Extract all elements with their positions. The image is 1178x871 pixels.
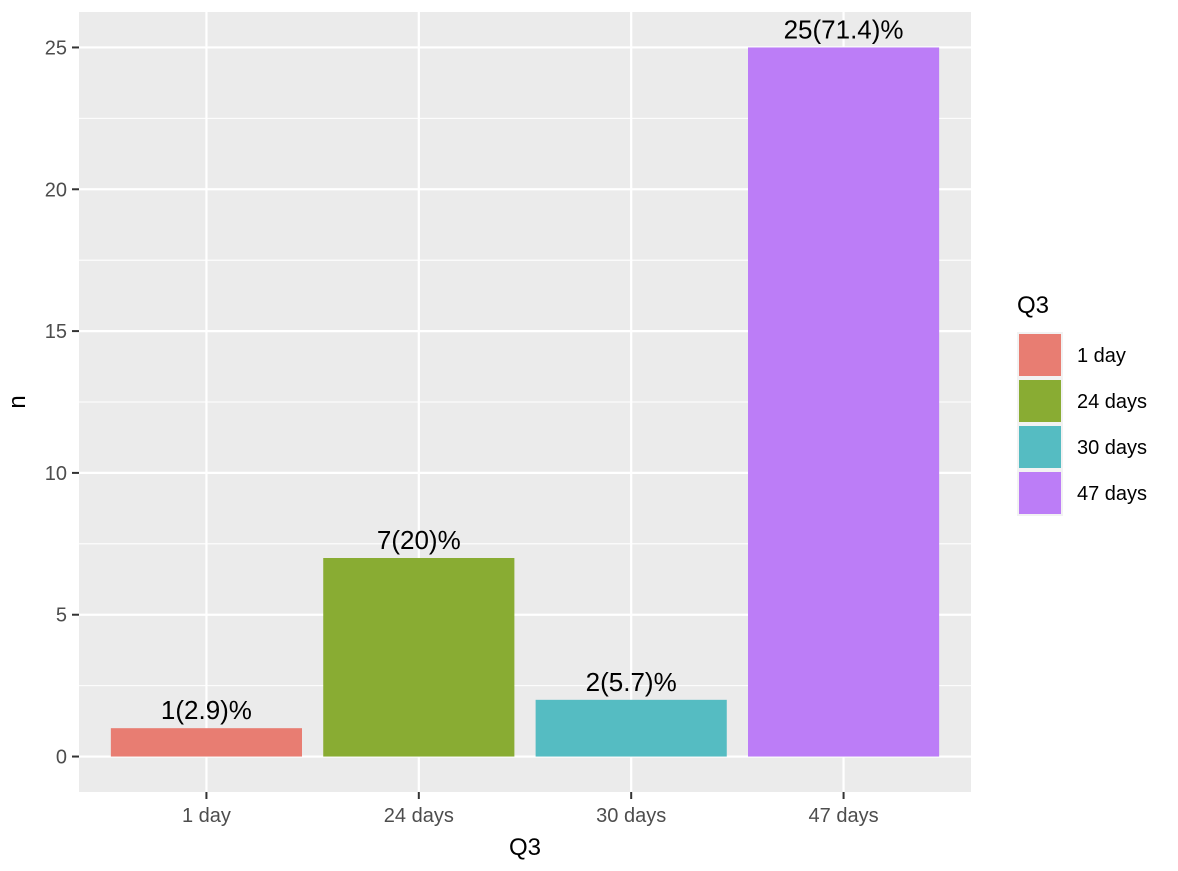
legend-label: 47 days xyxy=(1077,483,1147,505)
x-axis-title: Q3 xyxy=(509,834,541,861)
x-tick-label: 24 days xyxy=(384,805,454,827)
legend-label: 30 days xyxy=(1077,437,1147,459)
data-label: 7(20)% xyxy=(377,525,461,555)
y-axis-title: n xyxy=(4,395,31,408)
y-axis: 0 5 10 15 20 25 xyxy=(45,37,79,769)
data-label: 1(2.9)% xyxy=(161,695,252,725)
bar-24-days xyxy=(323,558,515,757)
legend-title: Q3 xyxy=(1017,292,1049,319)
bar-30-days xyxy=(535,699,727,757)
x-tick-label: 1 day xyxy=(182,805,231,827)
data-labels: 1(2.9)% 7(20)% 2(5.7)% 25(71.4)% xyxy=(161,14,904,725)
x-axis: 1 day 24 days 30 days 47 days xyxy=(182,792,879,827)
bars xyxy=(110,47,940,757)
bar-47-days xyxy=(748,47,940,757)
data-label: 25(71.4)% xyxy=(784,14,904,44)
legend-label: 24 days xyxy=(1077,391,1147,413)
y-tick-label: 5 xyxy=(56,605,67,627)
legend-swatch xyxy=(1019,426,1061,468)
y-tick-label: 25 xyxy=(45,37,67,59)
data-label: 2(5.7)% xyxy=(586,667,677,697)
x-tick-label: 47 days xyxy=(809,805,879,827)
bar-1-day xyxy=(110,728,302,757)
x-tick-label: 30 days xyxy=(596,805,666,827)
legend: Q3 1 day 24 days 30 days 47 days xyxy=(1017,292,1147,516)
y-tick-label: 15 xyxy=(45,321,67,343)
legend-swatch xyxy=(1019,380,1061,422)
legend-label: 1 day xyxy=(1077,345,1126,367)
y-tick-label: 20 xyxy=(45,179,67,201)
legend-swatch xyxy=(1019,334,1061,376)
y-tick-label: 0 xyxy=(56,747,67,769)
legend-swatch xyxy=(1019,472,1061,514)
y-tick-label: 10 xyxy=(45,463,67,485)
